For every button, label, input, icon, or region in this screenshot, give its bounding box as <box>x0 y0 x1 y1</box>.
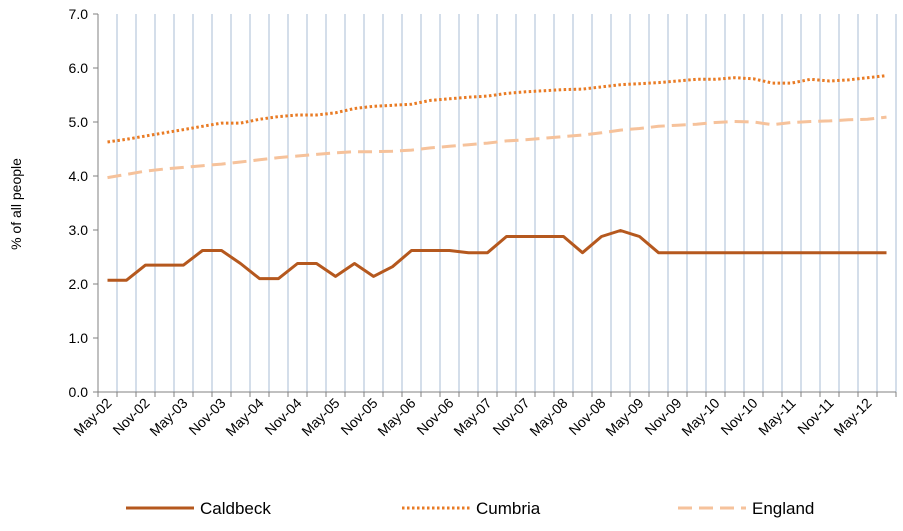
x-tick-label: Nov-04 <box>261 395 304 438</box>
x-tick-label: Nov-07 <box>489 395 532 438</box>
x-tick-label: Nov-03 <box>185 395 228 438</box>
x-tick-label: Nov-02 <box>109 395 152 438</box>
y-tick-label: 2.0 <box>69 276 89 292</box>
x-tick-label: Nov-05 <box>337 395 380 438</box>
legend: Caldbeck Cumbria England <box>126 499 814 518</box>
x-tick-label: May-10 <box>678 395 722 439</box>
x-tick-label: Nov-06 <box>413 395 456 438</box>
x-tick-label: May-06 <box>374 395 418 439</box>
y-tick-label: 0.0 <box>69 384 89 400</box>
x-tick-label: Nov-08 <box>565 395 608 438</box>
y-tick-label: 4.0 <box>69 168 89 184</box>
x-tick-label: May-08 <box>526 395 570 439</box>
vertical-gridlines <box>117 14 896 392</box>
y-tick-label: 5.0 <box>69 114 89 130</box>
x-tick-label: Nov-10 <box>717 395 760 438</box>
y-tick-label: 6.0 <box>69 60 89 76</box>
x-tick-label: May-03 <box>146 395 190 439</box>
x-tick-label: May-04 <box>222 395 266 439</box>
y-tick-label: 7.0 <box>69 6 89 22</box>
y-tick-label: 3.0 <box>69 222 89 238</box>
y-axis-title-group: % of all people <box>8 158 24 250</box>
y-axis-title: % of all people <box>8 158 24 250</box>
x-tick-label: May-07 <box>450 395 494 439</box>
x-tick-label: May-05 <box>298 395 342 439</box>
x-tick-label: May-12 <box>830 395 874 439</box>
x-tick-label: Nov-11 <box>794 395 837 438</box>
x-tick-label: Nov-09 <box>641 395 684 438</box>
legend-label-england: England <box>752 499 814 518</box>
x-tick-label: May-02 <box>70 395 114 439</box>
x-tick-label: May-09 <box>602 395 646 439</box>
legend-label-cumbria: Cumbria <box>476 499 541 518</box>
y-tick-label: 1.0 <box>69 330 89 346</box>
x-tick-label: May-11 <box>755 395 799 439</box>
legend-label-caldbeck: Caldbeck <box>200 499 271 518</box>
